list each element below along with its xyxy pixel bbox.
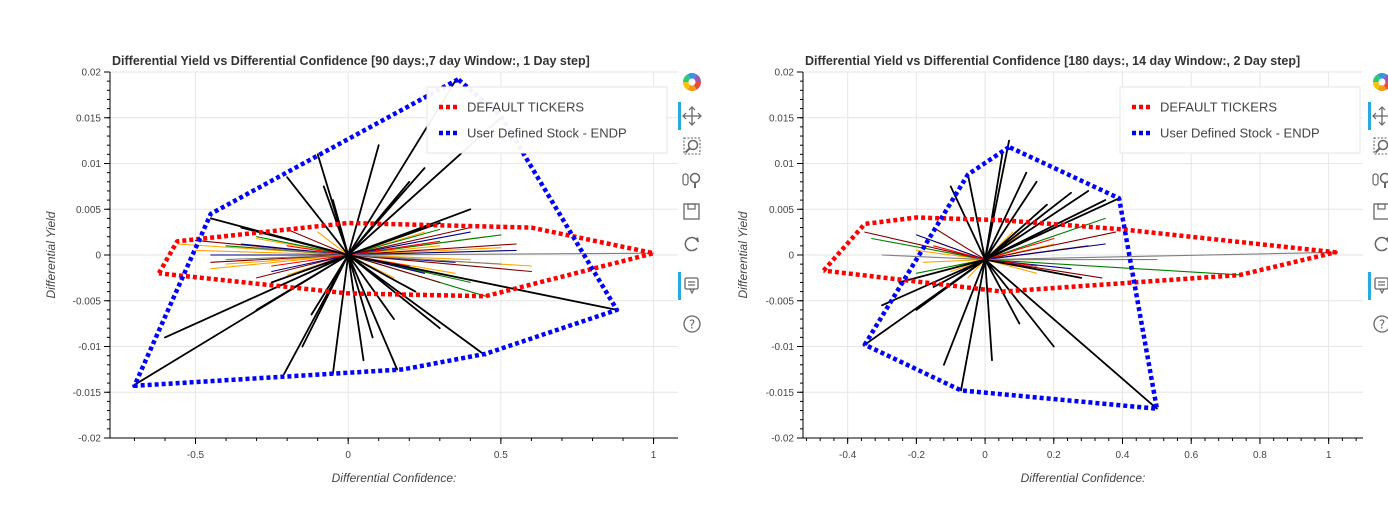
hull-default-tickers <box>821 215 1338 294</box>
y-tick-label: -0.015 <box>73 388 102 399</box>
x-tick-label: 1 <box>651 450 657 461</box>
y-tick-label: 0.02 <box>82 68 102 79</box>
x-axis-label: Differential Confidence: <box>1021 471 1146 485</box>
chart-title: Differential Yield vs Differential Confi… <box>112 54 590 68</box>
series-lines-800000 <box>864 227 1117 279</box>
y-tick-label: -0.005 <box>766 296 795 307</box>
x-axis-label: Differential Confidence: <box>332 471 457 485</box>
y-tick-label: 0 <box>95 251 101 262</box>
svg-text:?: ? <box>1379 318 1385 332</box>
toolbar: ? <box>678 72 702 333</box>
chart-panel-right: Differential Yield vs Differential Confi… <box>736 54 1388 485</box>
legend: DEFAULT TICKERS User Defined Stock - ENDP <box>1119 86 1361 154</box>
bokeh-logo-icon[interactable] <box>683 72 702 92</box>
y-tick-label: 0 <box>788 251 794 262</box>
toolbar: ? <box>1368 72 1388 333</box>
y-tick-label: 0.01 <box>82 159 102 170</box>
y-tick-label: 0.005 <box>76 205 101 216</box>
reset-icon[interactable] <box>684 236 699 252</box>
x-tick-label: 0.5 <box>494 450 508 461</box>
svg-text:?: ? <box>689 318 695 332</box>
x-tick-label: 1 <box>1326 450 1332 461</box>
series-lines-000000 <box>863 139 1158 410</box>
x-tick-label: 0.8 <box>1253 450 1267 461</box>
y-tick-label: 0.005 <box>769 205 794 216</box>
hull-user-defined-stock <box>862 144 1160 411</box>
y-tick-label: 0.02 <box>775 68 795 79</box>
chart-title: Differential Yield vs Differential Confi… <box>805 54 1300 68</box>
hover-icon[interactable] <box>1368 272 1388 300</box>
y-axis-label: Differential Yield <box>736 211 750 298</box>
wheel-zoom-icon[interactable] <box>1372 172 1388 189</box>
series-lines-000080 <box>210 231 517 274</box>
y-tick-label: -0.015 <box>766 388 795 399</box>
series-lines-000000 <box>133 80 618 386</box>
x-tick-label: 0.2 <box>1047 450 1061 461</box>
plot-area <box>821 139 1338 411</box>
y-tick-label: -0.005 <box>73 296 102 307</box>
wheel-zoom-icon[interactable] <box>682 172 701 189</box>
box-zoom-icon[interactable] <box>1373 137 1388 155</box>
legend-box <box>1119 86 1361 154</box>
pan-icon[interactable] <box>1368 102 1388 130</box>
y-tick-label: 0.015 <box>769 113 794 124</box>
x-tick-label: 0 <box>345 450 351 461</box>
y-axis-label: Differential Yield <box>44 211 58 298</box>
x-tick-label: 0.6 <box>1184 450 1198 461</box>
legend-box <box>426 86 668 154</box>
x-tick-label: 0.4 <box>1116 450 1130 461</box>
bokeh-logo-icon[interactable] <box>1373 72 1388 92</box>
y-tick-label: -0.01 <box>78 342 101 353</box>
help-icon[interactable]: ? <box>683 315 701 333</box>
pan-icon[interactable] <box>678 102 702 130</box>
x-tick-label: 0 <box>982 450 988 461</box>
reset-icon[interactable] <box>1374 236 1388 252</box>
legend-entry: DEFAULT TICKERS <box>467 100 584 115</box>
x-tick-label: -0.4 <box>839 450 857 461</box>
chart-panel-left: Differential Yield vs Differential Confi… <box>44 54 702 485</box>
legend-entry: User Defined Stock - ENDP <box>467 126 627 141</box>
hull-default-tickers <box>156 220 656 299</box>
y-tick-label: -0.02 <box>78 434 101 445</box>
y-tick-label: 0.015 <box>76 113 101 124</box>
legend-entry: DEFAULT TICKERS <box>1160 100 1277 115</box>
save-icon[interactable] <box>1373 203 1388 220</box>
x-tick-label: -0.2 <box>908 450 926 461</box>
y-tick-label: -0.02 <box>771 434 794 445</box>
series-lines-000080 <box>915 234 1106 270</box>
help-icon[interactable]: ? <box>1373 315 1388 333</box>
x-tick-label: -0.5 <box>187 450 205 461</box>
box-zoom-icon[interactable] <box>683 137 701 155</box>
hover-icon[interactable] <box>678 272 699 300</box>
legend: DEFAULT TICKERS User Defined Stock - ENDP <box>426 86 668 154</box>
y-tick-label: 0.01 <box>775 159 795 170</box>
series-lines-ff0000 <box>933 237 1055 267</box>
save-icon[interactable] <box>683 203 700 220</box>
legend-entry: User Defined Stock - ENDP <box>1160 126 1320 141</box>
y-tick-label: -0.01 <box>771 342 794 353</box>
